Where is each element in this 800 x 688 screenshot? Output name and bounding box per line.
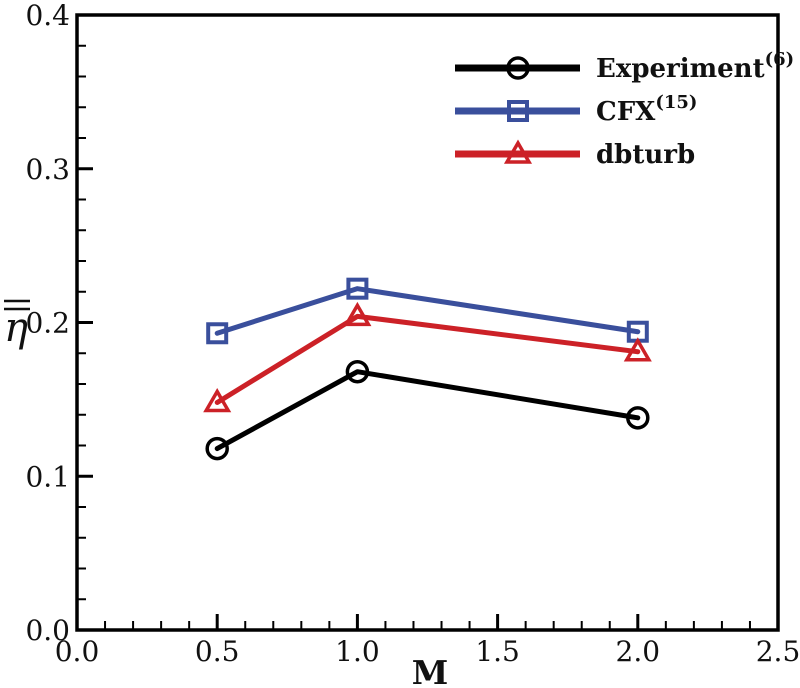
circle-marker [506,56,530,80]
legend-entry-cfx: CFX(15) [455,92,697,127]
series-cfx [206,277,649,345]
legend-label: dbturb [596,140,695,170]
legend-label: Experiment(6) [596,49,794,84]
x-axis-label: M [412,653,449,688]
chart-plot: 0.0 0.5 1.0 1.5 2.0 2.5 0.0 0.1 0.2 0.3 0.4 Experim… [25,0,800,668]
y-axis-label: η [4,305,28,351]
square-marker [346,277,369,300]
y-tick-label: 0.0 [25,614,70,647]
x-tick-label: 2.5 [756,635,800,668]
y-tick-label: 0.1 [25,460,70,493]
series-line [214,313,641,405]
triangle-marker [343,301,372,327]
series-line [214,369,641,452]
circle-marker [345,359,370,384]
circle-marker [205,436,229,461]
legend: Experiment(6) CFX(15) dbturb [455,49,794,170]
x-tick-label: 0.0 [55,635,100,668]
y-tick-label: 0.2 [25,307,70,340]
x-tick-label: 2.0 [616,635,661,668]
square-marker [206,322,229,345]
circle-marker [626,406,650,430]
legend-entry-experiment: Experiment(6) [455,49,794,84]
series-line [214,286,641,336]
y-tick-label: 0.4 [25,0,70,32]
legend-label: CFX(15) [596,92,697,127]
x-tick-label: 0.5 [195,635,240,668]
triangle-marker [503,139,533,164]
y-axis: 0.0 0.1 0.2 0.3 0.4 [25,0,93,647]
x-tick-label: 1.5 [475,635,520,668]
x-tick-label: 1.0 [335,635,380,668]
y-axis-label-double-overbar-icon [4,299,30,311]
legend-entry-dbturb: dbturb [455,139,695,170]
x-axis: 0.0 0.5 1.0 1.5 2.0 2.5 [55,614,800,668]
series-dbturb [203,301,652,413]
y-tick-label: 0.3 [25,153,70,186]
square-marker [507,100,529,122]
triangle-marker [203,387,232,413]
series-experiment [205,359,650,461]
triangle-marker [623,337,652,362]
